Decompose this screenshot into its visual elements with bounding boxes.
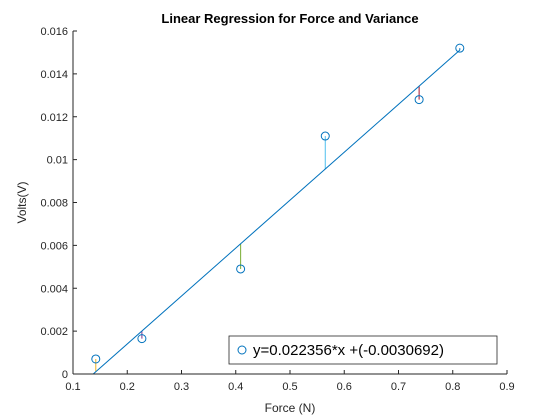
y-tick-label: 0.002 — [40, 326, 68, 338]
chart-title: Linear Regression for Force and Variance — [161, 11, 418, 26]
data-point — [320, 131, 330, 141]
data-point — [137, 334, 147, 344]
y-tick-label: 0.012 — [40, 112, 68, 124]
y-tick-label: 0.008 — [40, 198, 68, 210]
x-tick-label: 0.8 — [445, 381, 460, 393]
x-tick-label: 0.4 — [228, 381, 243, 393]
x-tick-label: 0.7 — [391, 381, 406, 393]
data-point — [455, 43, 465, 53]
x-tick-label: 0.2 — [120, 381, 135, 393]
y-tick-label: 0 — [62, 369, 68, 381]
data-point — [91, 354, 101, 364]
x-axis-label: Force (N) — [265, 401, 316, 415]
x-tick-label: 0.9 — [499, 381, 514, 393]
x-tick-label: 0.6 — [337, 381, 352, 393]
legend-box — [228, 335, 498, 365]
y-tick-label: 0.01 — [47, 155, 68, 167]
x-tick-label: 0.1 — [65, 381, 80, 393]
legend-label: y=0.022356*x +(-0.0030692) — [253, 342, 444, 359]
y-tick-label: 0.006 — [40, 240, 68, 252]
legend: y=0.022356*x +(-0.0030692) — [228, 335, 498, 365]
y-tick-label: 0.016 — [40, 26, 68, 38]
y-ticks: 0 0.002 0.004 0.006 0.008 0.01 0.012 0.014 0.016 — [40, 26, 77, 381]
y-tick-label: 0.004 — [40, 283, 68, 295]
y-axis-label: Volts(V) — [15, 181, 29, 223]
plot-area — [73, 31, 507, 374]
data-point — [414, 95, 424, 105]
x-tick-label: 0.5 — [282, 381, 297, 393]
data-point — [236, 264, 246, 274]
y-tick-label: 0.014 — [40, 69, 68, 81]
x-ticks: 0.1 0.2 0.3 0.4 0.5 0.6 0.7 0.8 0.9 — [65, 370, 515, 393]
fit-line-group — [92, 49, 461, 375]
legend-marker-icon — [237, 345, 247, 355]
regression-line — [92, 49, 461, 375]
x-tick-label: 0.3 — [174, 381, 189, 393]
data-points — [91, 43, 465, 364]
